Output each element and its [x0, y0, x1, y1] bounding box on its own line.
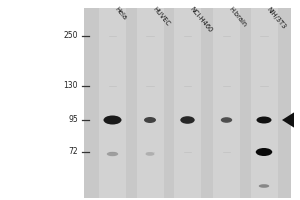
- Ellipse shape: [146, 152, 154, 156]
- Text: 95: 95: [68, 116, 78, 124]
- Text: 130: 130: [64, 82, 78, 90]
- Text: NCI-H460: NCI-H460: [189, 6, 214, 34]
- Ellipse shape: [259, 184, 269, 188]
- Bar: [174, 8, 201, 198]
- Bar: [84, 8, 291, 198]
- Ellipse shape: [144, 117, 156, 123]
- Ellipse shape: [103, 116, 122, 124]
- Ellipse shape: [256, 116, 272, 123]
- Text: Hela: Hela: [114, 6, 128, 21]
- Ellipse shape: [180, 116, 195, 124]
- Text: HUVEC: HUVEC: [152, 6, 171, 28]
- Ellipse shape: [256, 148, 272, 156]
- Ellipse shape: [107, 152, 118, 156]
- Ellipse shape: [221, 117, 232, 123]
- Text: H.brain: H.brain: [228, 6, 248, 28]
- Text: 72: 72: [68, 148, 78, 156]
- Text: 250: 250: [64, 31, 78, 40]
- Bar: [213, 8, 240, 198]
- Text: NIH/3T3: NIH/3T3: [266, 6, 287, 30]
- Bar: [250, 8, 278, 198]
- Polygon shape: [282, 112, 294, 128]
- Bar: [136, 8, 164, 198]
- Bar: [99, 8, 126, 198]
